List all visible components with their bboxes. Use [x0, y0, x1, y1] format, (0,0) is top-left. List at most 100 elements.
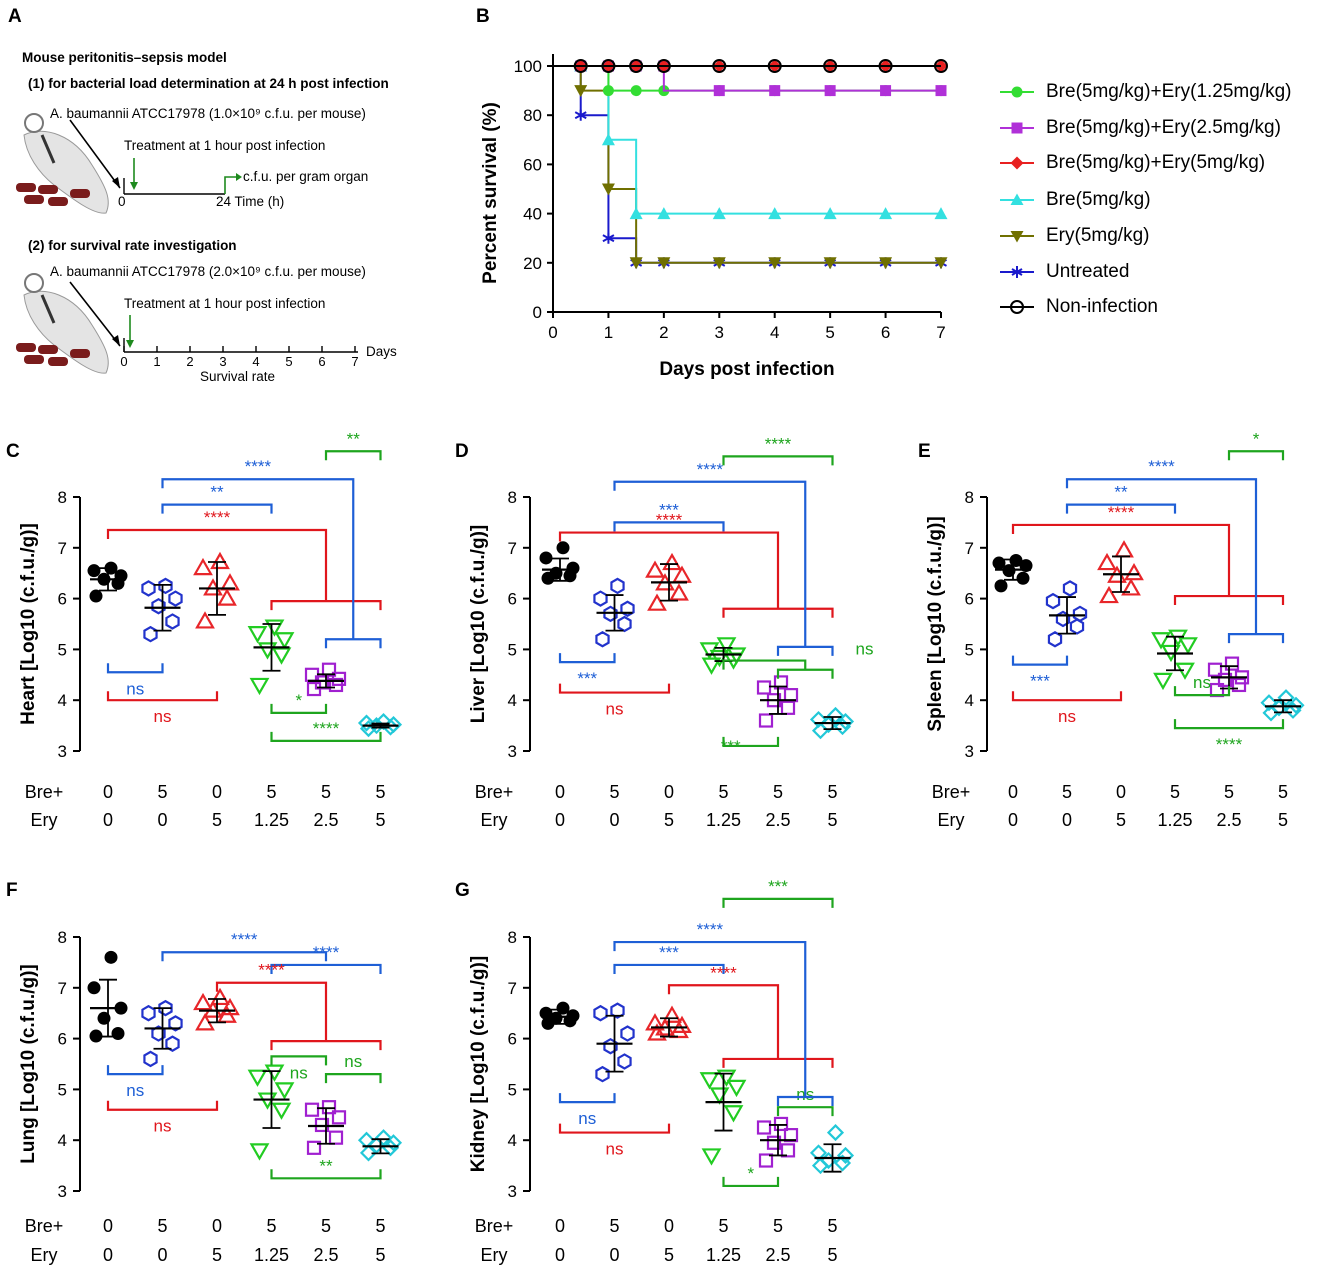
data-point: [934, 257, 948, 270]
y-tick-label: 5: [508, 640, 517, 659]
data-point: [193, 557, 213, 576]
data-point: [331, 1110, 347, 1125]
y-tick-label: 8: [508, 928, 517, 947]
ery-dose-label: 0: [157, 810, 167, 830]
row-label-ery: Ery: [31, 810, 58, 830]
significance-label: **: [210, 483, 224, 502]
ery-dose-label: 0: [103, 810, 113, 830]
data-point: [1072, 605, 1088, 623]
x-tick-label: 0: [548, 323, 557, 342]
lung-chart: 3 4 5 6 7 8 Lung [Log10 (c.f.u./g)] Bre+ Ery 0 5 0 5…: [18, 928, 403, 1265]
significance-bracket: [1173, 719, 1285, 730]
ery-dose-label: 0: [555, 810, 565, 830]
ery-dose-label: 0: [609, 1245, 619, 1265]
data-point: [934, 59, 948, 73]
data-point: [193, 992, 213, 1011]
bre-dose-label: 5: [1224, 782, 1234, 802]
data-point: [833, 718, 852, 736]
data-point: [573, 59, 588, 73]
significance-bracket: [324, 450, 382, 461]
data-point: [1168, 629, 1188, 647]
x-tick-label: 6: [881, 323, 890, 342]
data-point: [610, 1002, 625, 1019]
significance-bracket: [558, 653, 616, 664]
row-label-bre: Bre+: [932, 782, 971, 802]
significance-label: *: [747, 1164, 754, 1183]
data-point: [247, 626, 268, 644]
data-point: [574, 109, 587, 121]
significance-bracket: [1227, 633, 1285, 644]
schematic-part2-treatment: Treatment at 1 hour post infection: [124, 296, 326, 311]
data-point: [701, 1148, 722, 1166]
data-point: [758, 1153, 774, 1168]
significance-bracket: [270, 963, 382, 974]
ery-dose-label: 5: [827, 810, 837, 830]
significance-bracket: [722, 1057, 834, 1068]
row-label-ery: Ery: [481, 1245, 508, 1265]
significance-label: ****: [313, 943, 340, 962]
data-point: [716, 1069, 737, 1087]
data-point: [780, 700, 796, 715]
data-point: [610, 577, 625, 595]
ery-dose-label: 5: [212, 810, 222, 830]
data-point: [556, 541, 570, 555]
y-tick-label: 40: [523, 205, 542, 224]
data-point: [602, 232, 615, 244]
data-point: [773, 1116, 789, 1132]
significance-label: ns: [1058, 707, 1076, 726]
bre-dose-label: 5: [827, 1216, 837, 1236]
bre-dose-label: 5: [157, 782, 167, 802]
significance-bracket: [1011, 691, 1123, 702]
schematic-part1-t0: 0: [118, 194, 126, 209]
data-point: [271, 647, 292, 665]
significance-bracket: [613, 480, 807, 647]
y-axis-title: Spleen [Log10 (c.f.u./g)]: [925, 516, 946, 731]
y-tick-label: 3: [508, 1182, 517, 1201]
data-point: [1231, 677, 1247, 693]
row-label-ery: Ery: [938, 810, 965, 830]
bre-dose-label: 5: [609, 782, 619, 802]
ery-dose-label: 5: [212, 1245, 222, 1265]
y-tick-label: 6: [58, 590, 67, 609]
panel-letter-c: C: [6, 441, 20, 462]
y-tick-label: 3: [965, 742, 974, 761]
bre-dose-label: 0: [212, 782, 222, 802]
bre-dose-label: 5: [773, 782, 783, 802]
data-point: [1277, 689, 1295, 707]
spleen-chart: 3 4 5 6 7 8 Spleen [Log10 (c.f.u./g)] Bre+ Ery 0 5…: [925, 429, 1305, 830]
data-point: [87, 981, 101, 995]
data-point: [274, 632, 295, 650]
legend-item-ery: Ery(5mg/kg): [1000, 224, 1149, 248]
data-point: [662, 1005, 682, 1023]
significance-label: ****: [258, 961, 285, 980]
significance-bracket: [1173, 686, 1231, 697]
row-label-ery: Ery: [481, 810, 508, 830]
y-tick-label: 4: [58, 691, 67, 710]
legend-label: Non-infection: [1046, 296, 1158, 317]
heart-chart: 3 4 5 6 7 8 Heart [Log10 (c.f.u./g)] Bre+ Ery 0 5 0…: [18, 429, 403, 830]
significance-label: ***: [659, 943, 679, 962]
legend-item-bre: Bre(5mg/kg): [1000, 188, 1151, 212]
schematic-days-label: Days: [366, 344, 397, 359]
data-point: [629, 257, 643, 270]
bre-dose-label: 5: [321, 1216, 331, 1236]
bre-dose-label: 5: [718, 782, 728, 802]
row-label-bre: Bre+: [475, 1216, 514, 1236]
data-point: [629, 59, 644, 73]
y-axis-title: Heart [Log10 (c.f.u./g)]: [18, 523, 39, 725]
data-point: [1047, 630, 1063, 648]
schematic-graphics: 0 1 2 3 4 5 6 7: [16, 113, 359, 374]
data-point: [271, 1102, 292, 1120]
data-point: [601, 59, 616, 73]
data-point: [151, 1025, 166, 1042]
bre-dose-label: 0: [555, 782, 565, 802]
significance-bracket: [558, 683, 671, 694]
significance-bracket: [558, 531, 780, 609]
significance-label: ****: [656, 511, 683, 530]
y-axis-title: Liver [Log10 (c.f.u./g)]: [468, 525, 489, 723]
kidney-chart: 3 4 5 6 7 8 Kidney [Log10 (c.f.u./g)] Bre+ Ery 0 5…: [468, 877, 855, 1265]
legend-marker-triangle-cyan: [1000, 193, 1034, 205]
data-point: [111, 1027, 125, 1041]
significance-label: ****: [313, 719, 340, 738]
survival-chart: 0 1 2 3 4 5 6 7 0 20 40 60 80 100 Days post infection P…: [480, 54, 948, 380]
